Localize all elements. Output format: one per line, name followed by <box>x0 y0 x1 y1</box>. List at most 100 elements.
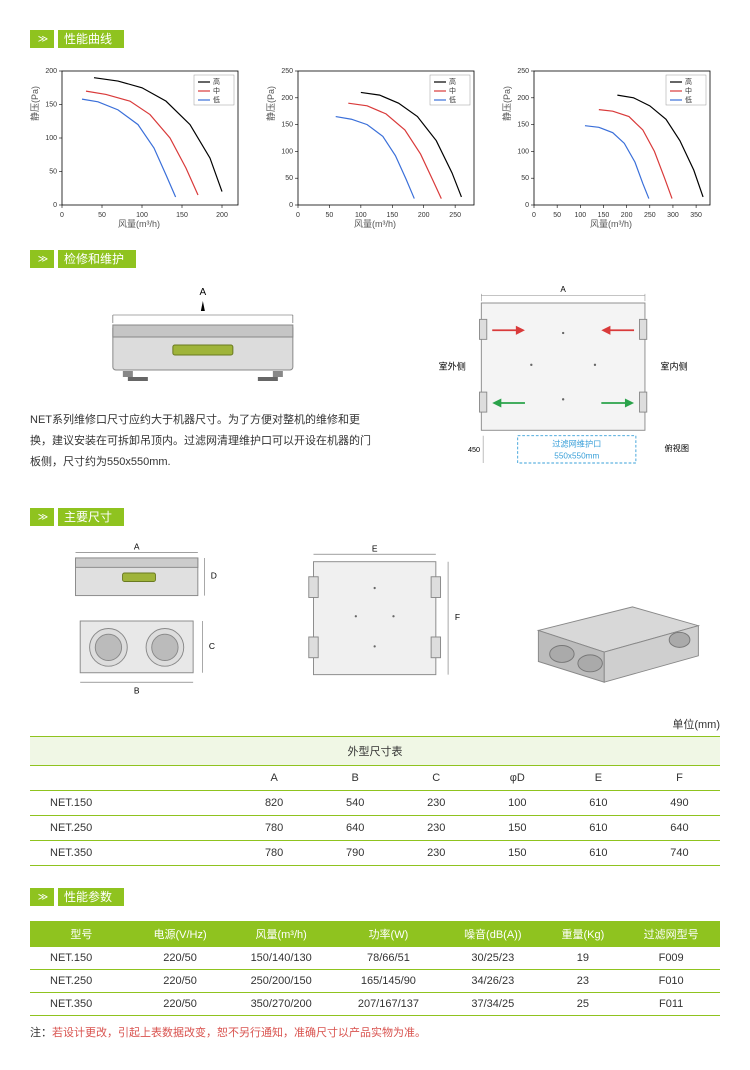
table-header: E <box>558 766 639 791</box>
svg-text:100: 100 <box>517 148 529 155</box>
svg-text:低: 低 <box>213 95 220 104</box>
svg-text:150: 150 <box>598 212 610 219</box>
table-header: 风量(m³/h) <box>228 921 335 947</box>
svg-text:高: 高 <box>449 77 456 86</box>
table-row: NET.150220/50150/140/13078/66/5130/25/23… <box>30 947 720 970</box>
svg-text:0: 0 <box>289 202 293 209</box>
dim-col-2: E F <box>268 541 481 706</box>
svg-text:50: 50 <box>285 175 293 182</box>
svg-text:200: 200 <box>216 212 228 219</box>
svg-text:F: F <box>455 612 460 622</box>
svg-text:B: B <box>134 685 140 695</box>
table-header: A <box>234 766 315 791</box>
svg-text:100: 100 <box>281 148 293 155</box>
table-row: NET.250220/50250/200/150165/145/9034/26/… <box>30 970 720 993</box>
dimension-table: 外型尺寸表 ABCφDEF NET.150820540230100610490N… <box>30 736 720 866</box>
svg-text:150: 150 <box>45 102 57 109</box>
svg-text:高: 高 <box>213 77 220 86</box>
table-row: NET.350220/50350/270/200207/167/13737/34… <box>30 993 720 1016</box>
svg-text:0: 0 <box>53 202 57 209</box>
svg-text:室外侧: 室外侧 <box>438 360 465 371</box>
svg-text:50: 50 <box>49 169 57 176</box>
svg-text:0: 0 <box>525 202 529 209</box>
svg-text:200: 200 <box>281 95 293 102</box>
dimension-diagrams: A D B C E <box>30 541 720 706</box>
table-header: 型号 <box>30 921 133 947</box>
svg-text:100: 100 <box>45 135 57 142</box>
footnote: 注：若设计更改，引起上表数据改变，恕不另行通知，准确尺寸以产品实物为准。 <box>30 1024 720 1040</box>
svg-text:550x550mm: 550x550mm <box>554 451 599 460</box>
svg-text:50: 50 <box>553 212 561 219</box>
svg-text:过滤网维护口: 过滤网维护口 <box>552 439 601 449</box>
dim-col-3 <box>507 541 720 706</box>
svg-text:A: A <box>200 287 207 298</box>
svg-text:0: 0 <box>532 212 536 219</box>
table-header: φD <box>477 766 558 791</box>
maintenance-row: A NET系列维修口尺寸应约大于机器尺寸。为了方便对整机的维修和更换，建议安装在… <box>30 283 720 488</box>
maintenance-left: A NET系列维修口尺寸应约大于机器尺寸。为了方便对整机的维修和更换，建议安装在… <box>30 283 376 473</box>
maintenance-right: A 室外侧 室内侧 450 <box>406 283 720 488</box>
section-title: 性能曲线 <box>58 30 124 48</box>
table-header: F <box>639 766 720 791</box>
chevron-icon: ≫ <box>30 508 54 526</box>
section-header-performance: ≫ 性能曲线 <box>30 30 720 48</box>
chart-2: 050100150200250050100150200250高中低静压(Pa) … <box>266 63 484 230</box>
svg-text:中: 中 <box>449 86 456 95</box>
svg-text:150: 150 <box>386 212 398 219</box>
svg-text:250: 250 <box>281 68 293 75</box>
unit-top-diagram: A 室外侧 室内侧 450 <box>406 283 720 483</box>
svg-text:200: 200 <box>517 95 529 102</box>
section-header-dimensions: ≫ 主要尺寸 <box>30 508 720 526</box>
svg-text:150: 150 <box>517 122 529 129</box>
chart-3: 050100150200250300350050100150200250高中低静… <box>502 63 720 230</box>
table-header: C <box>396 766 477 791</box>
table-row: NET.250780640230150610640 <box>30 816 720 841</box>
svg-text:250: 250 <box>517 68 529 75</box>
table-header: 功率(W) <box>335 921 442 947</box>
svg-text:0: 0 <box>296 212 300 219</box>
table-row: NET.150820540230100610490 <box>30 791 720 816</box>
svg-text:100: 100 <box>574 212 586 219</box>
chevron-icon: ≫ <box>30 888 54 906</box>
svg-text:E: E <box>372 543 378 553</box>
svg-text:350: 350 <box>690 212 702 219</box>
svg-text:300: 300 <box>667 212 679 219</box>
svg-text:200: 200 <box>45 68 57 75</box>
dim-table-caption: 外型尺寸表 <box>30 736 720 766</box>
svg-text:A: A <box>134 541 140 551</box>
svg-text:150: 150 <box>281 122 293 129</box>
svg-text:0: 0 <box>60 212 64 219</box>
table-header: 电源(V/Hz) <box>133 921 228 947</box>
section-header-maintenance: ≫ 检修和维护 <box>30 250 720 268</box>
svg-text:250: 250 <box>644 212 656 219</box>
table-header: 过滤网型号 <box>622 921 720 947</box>
chevron-icon: ≫ <box>30 250 54 268</box>
svg-text:中: 中 <box>213 86 220 95</box>
svg-text:低: 低 <box>449 95 456 104</box>
unit-label: 单位(mm) <box>30 716 720 732</box>
section-title: 性能参数 <box>58 888 124 906</box>
svg-text:A: A <box>560 285 566 294</box>
table-header: B <box>315 766 396 791</box>
chevron-icon: ≫ <box>30 30 54 48</box>
svg-text:450: 450 <box>468 445 480 454</box>
svg-text:室内侧: 室内侧 <box>660 360 687 371</box>
svg-text:100: 100 <box>355 212 367 219</box>
section-header-params: ≫ 性能参数 <box>30 888 720 906</box>
table-header: 噪音(dB(A)) <box>442 921 543 947</box>
svg-text:D: D <box>211 571 217 581</box>
unit-front-diagram: A <box>30 283 376 393</box>
table-header: 重量(Kg) <box>544 921 623 947</box>
svg-text:200: 200 <box>418 212 430 219</box>
svg-text:50: 50 <box>521 175 529 182</box>
dim-col-1: A D B C <box>30 541 243 706</box>
svg-text:50: 50 <box>326 212 334 219</box>
table-row: NET.350780790230150610740 <box>30 841 720 866</box>
svg-text:150: 150 <box>176 212 188 219</box>
svg-text:200: 200 <box>621 212 633 219</box>
svg-text:100: 100 <box>136 212 148 219</box>
charts-row: 050100150200050100150200高中低静压(Pa) 风量(m³/… <box>30 63 720 230</box>
datasheet-page: ≫ 性能曲线 050100150200050100150200高中低静压(Pa)… <box>0 0 750 1070</box>
svg-text:250: 250 <box>449 212 461 219</box>
svg-text:50: 50 <box>98 212 106 219</box>
